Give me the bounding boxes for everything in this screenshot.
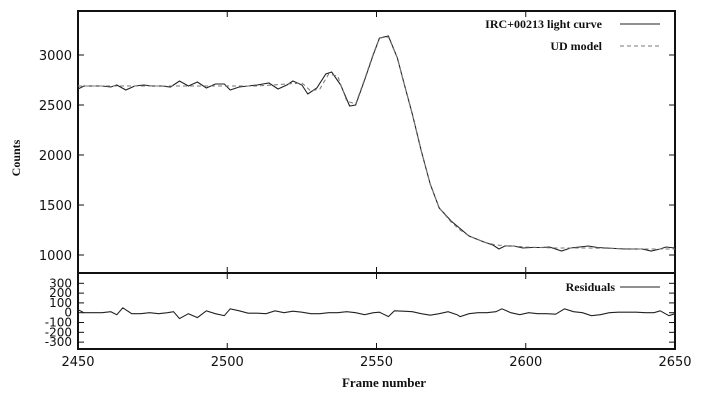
y-tick-label: -200	[45, 325, 72, 339]
y-tick-label: 2000	[39, 149, 72, 164]
y-axis-label: Counts	[9, 139, 23, 176]
y-tick-label: 1000	[39, 249, 72, 264]
legend-label-residuals: Residuals	[566, 280, 616, 294]
y-tick-label: 1500	[39, 199, 72, 214]
x-tick-label: 2650	[658, 355, 691, 370]
legend-label-ud-model: UD model	[550, 39, 602, 53]
series-line-ud-model	[78, 36, 675, 250]
y-tick-label: 2500	[39, 99, 72, 114]
y-tick-label: 3000	[39, 49, 72, 64]
y-tick-label: 300	[49, 276, 72, 290]
x-tick-label: 2550	[360, 355, 393, 370]
series-line-residuals	[77, 307, 676, 320]
series-line-irc-00213-light-curve	[77, 35, 676, 252]
x-tick-label: 2600	[509, 355, 542, 370]
x-tick-label: 2500	[211, 355, 244, 370]
y-tick-label: 100	[49, 296, 72, 310]
legend-label-light-curve: IRC+00213 light curve	[485, 17, 603, 31]
x-axis-label: Frame number	[342, 375, 426, 390]
y-tick-label: 0	[64, 306, 72, 320]
y-tick-label: -300	[45, 335, 72, 349]
y-tick-label: 200	[49, 286, 72, 300]
x-tick-label: 2450	[61, 355, 94, 370]
y-tick-label: -100	[45, 316, 72, 330]
